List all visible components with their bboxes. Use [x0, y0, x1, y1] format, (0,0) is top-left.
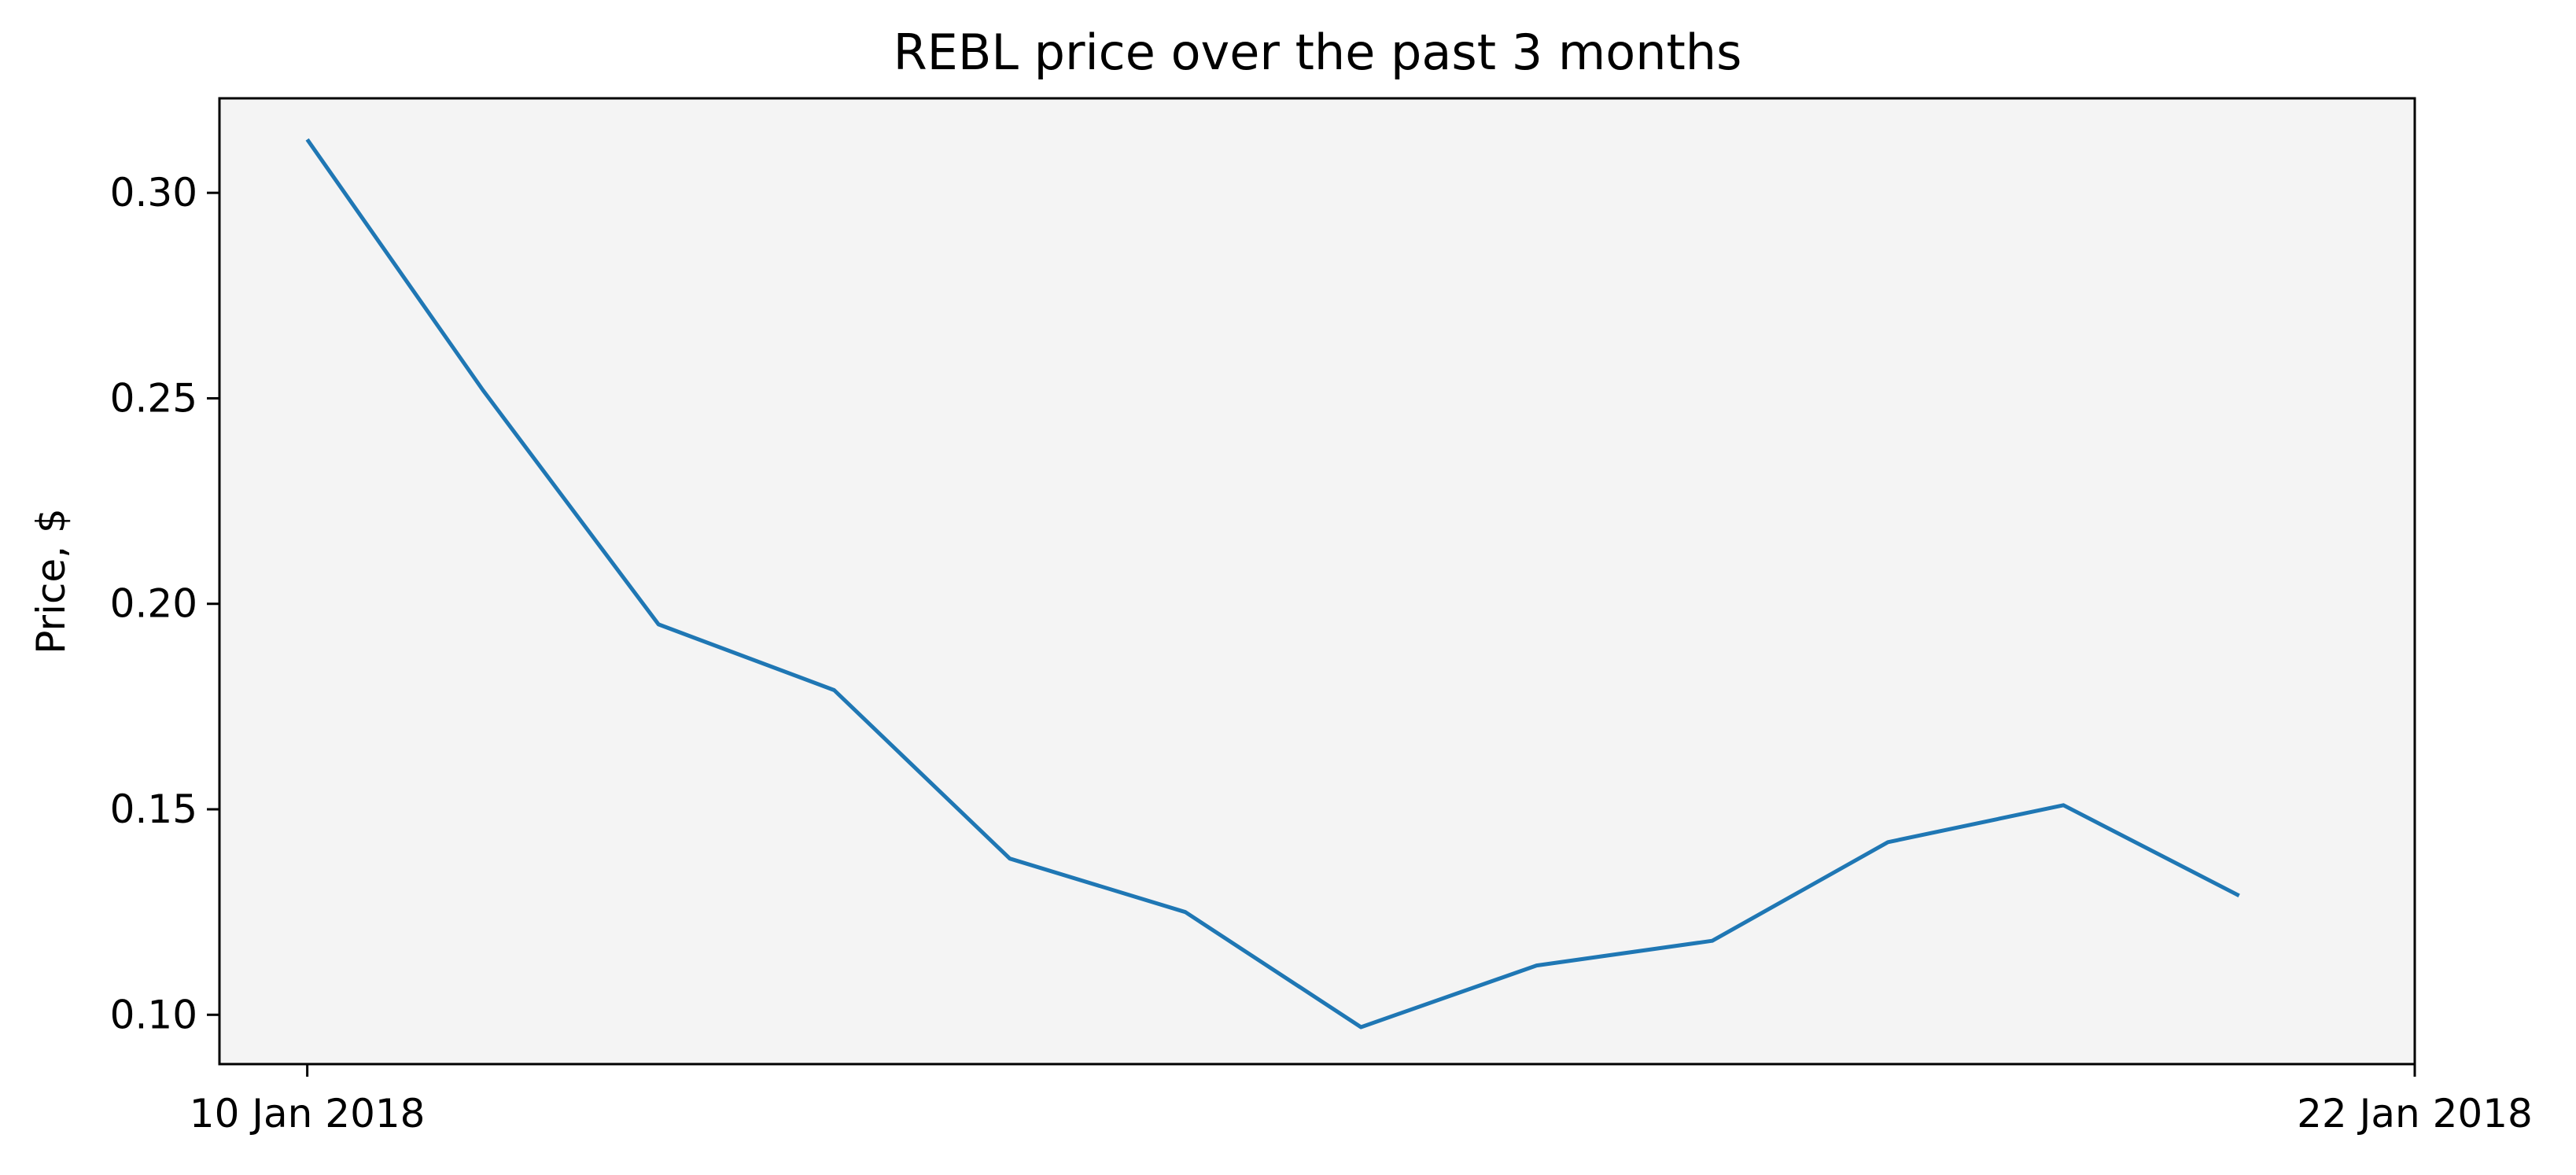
data-layer	[305, 138, 2240, 1030]
y-tick-label: 0.30	[110, 170, 197, 215]
plot-area	[219, 98, 2415, 1064]
axis-ticks: 0.10 0.15 0.20 0.25 0.30 10 Jan 2018 22 Jan 20…	[110, 170, 2533, 1136]
y-tick-label: 0.25	[110, 375, 197, 421]
series-line	[305, 138, 2240, 1030]
x-tick-label: 10 Jan 2018	[190, 1091, 426, 1136]
y-tick-label: 0.20	[110, 581, 197, 627]
y-axis-label: Price, $	[28, 508, 74, 654]
y-tick-label: 0.15	[110, 786, 197, 832]
y-tick-label: 0.10	[110, 992, 197, 1037]
chart-title: REBL price over the past 3 months	[894, 24, 1742, 81]
plot-frame	[218, 97, 2416, 1066]
x-tick-label: 22 Jan 2018	[2297, 1091, 2533, 1136]
